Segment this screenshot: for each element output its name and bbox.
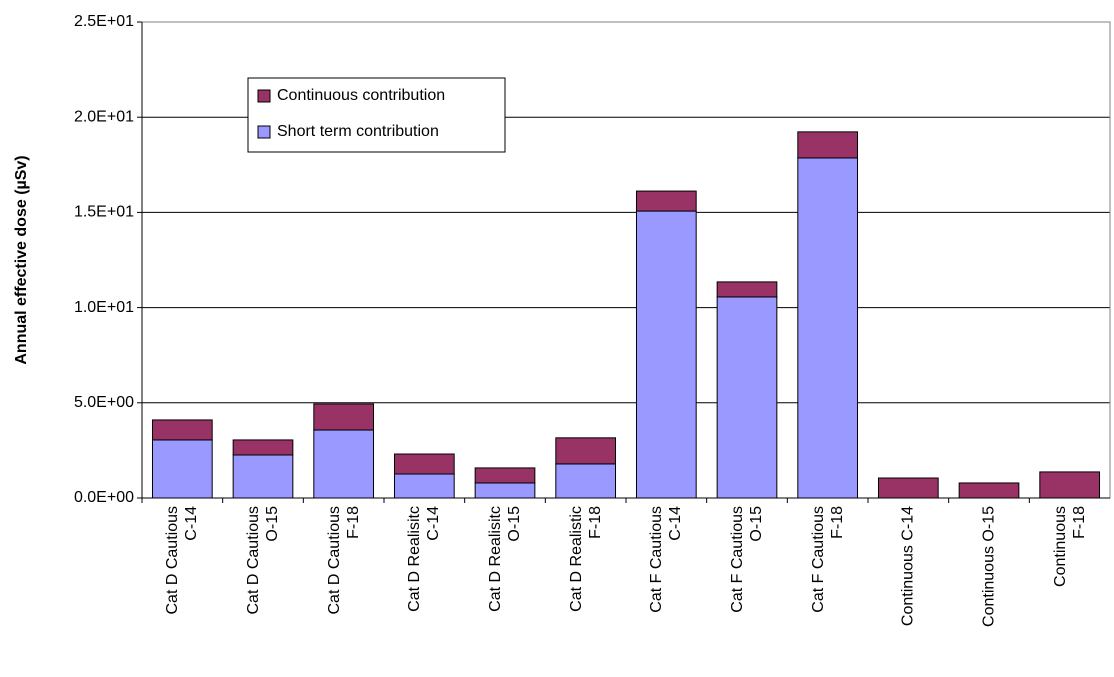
bar-segment xyxy=(393,473,455,499)
legend-swatch xyxy=(257,89,271,103)
legend-label: Continuous contribution xyxy=(277,87,445,104)
bar-segment xyxy=(474,467,536,484)
bar-segment xyxy=(635,210,697,499)
bar-segment xyxy=(958,482,1020,499)
bar-segment xyxy=(313,403,375,431)
bar-segment xyxy=(555,437,617,465)
bar-segment xyxy=(151,439,213,499)
legend-swatch xyxy=(257,125,271,139)
y-tick-label: 1.5E+01 xyxy=(74,204,134,221)
x-tick-label: Cat D Cautious F-18 xyxy=(325,506,362,615)
bar-segment xyxy=(474,482,536,499)
y-tick-label: 1.0E+01 xyxy=(74,299,134,316)
x-tick-label: Cat F Cautious O-15 xyxy=(729,506,765,613)
x-tick-label: Continuous O-15 xyxy=(980,506,998,627)
x-tick-label: Cat D Cautious C-14 xyxy=(164,506,201,615)
legend: Continuous contribution Short term contri… xyxy=(247,77,506,153)
bar-segment xyxy=(151,419,213,441)
bar-segment xyxy=(1039,471,1101,499)
x-tick-label: Cat F Cautious C-14 xyxy=(648,506,685,613)
bar-segment xyxy=(797,131,859,159)
x-tick-label: Cat D Realistic F-18 xyxy=(567,506,604,612)
x-tick-label: Cat D Realisitc C-14 xyxy=(406,506,443,612)
bar-segment xyxy=(313,429,375,499)
x-tick-label: Cat D Realisitc O-15 xyxy=(487,506,523,612)
y-axis-title: Annual effective dose (µSv) xyxy=(13,155,30,364)
bar-segment xyxy=(232,439,294,456)
bar-segment xyxy=(635,190,697,212)
bar-segment xyxy=(393,453,455,475)
y-tick-label: 5.0E+00 xyxy=(74,394,134,411)
y-tick-label: 2.5E+01 xyxy=(74,13,134,30)
bar-segment xyxy=(716,281,778,298)
x-tick-label: Continuous F-18 xyxy=(1051,506,1088,587)
x-tick-label: Cat D Cautious O-15 xyxy=(245,506,281,615)
bar-segment xyxy=(716,296,778,499)
bar-segment xyxy=(232,454,294,499)
bar-segment xyxy=(877,477,939,499)
x-tick-label: Cat F Cautious F-18 xyxy=(809,506,846,613)
bar-segment xyxy=(555,463,617,499)
y-tick-label: 2.0E+01 xyxy=(74,108,134,125)
legend-label: Short term contribution xyxy=(277,123,439,140)
y-tick-label: 0.0E+00 xyxy=(74,489,134,506)
x-tick-label: Continuous C-14 xyxy=(899,506,917,627)
legend-box xyxy=(247,77,506,153)
bar-segment xyxy=(797,157,859,499)
